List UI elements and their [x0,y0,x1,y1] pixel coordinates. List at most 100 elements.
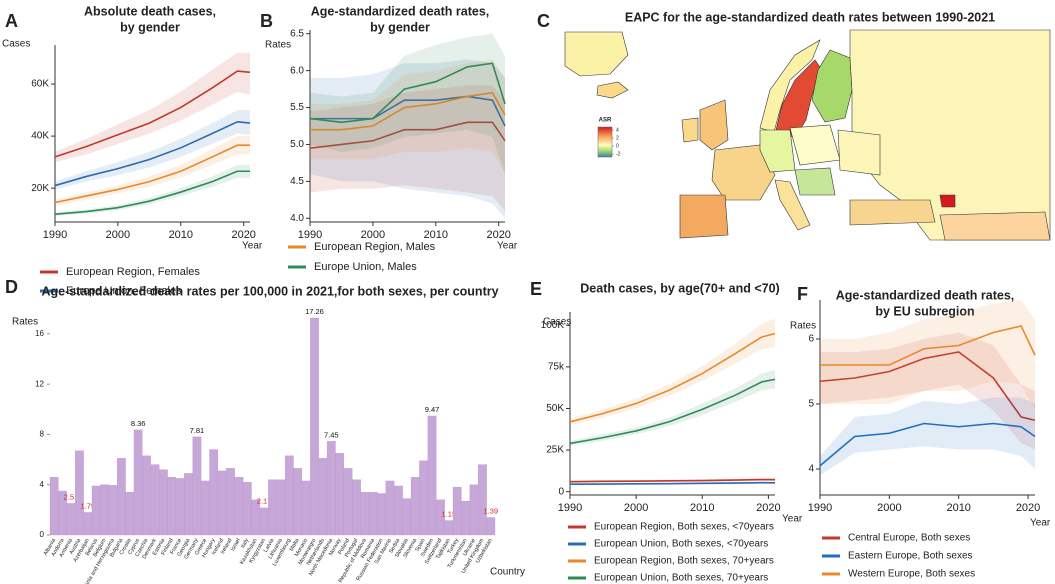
bar [436,499,445,536]
bar [478,464,487,536]
panel-letter: C [537,11,550,31]
bar [242,482,252,536]
uk [699,99,729,151]
series-line [309,62,506,124]
bar [49,477,59,536]
y-tick-label: 0 [40,530,45,539]
legend-label: European Union, Both sexes, 70+years [594,573,768,584]
bar [66,503,76,536]
series-line [569,481,776,485]
x-tick-label: 2000 [624,502,648,514]
y-tick-label: 4 [808,464,814,475]
norway [759,39,821,133]
bar [75,450,84,536]
value-label: 1.79 [80,501,95,510]
bar [150,464,160,536]
confidence-band [820,300,1035,411]
x-axis-label: Year [782,514,803,525]
series-line [54,170,250,215]
map: ASR [564,29,1051,241]
value-label: 9.47 [425,405,440,414]
series-line [54,70,251,158]
y-tick-label: 50K [546,403,564,414]
bar [167,477,177,536]
bar [352,479,361,536]
ukraine [837,129,881,176]
bar [301,480,311,536]
series-line [54,144,250,204]
x-tick-label: 1990 [43,229,67,241]
bar [326,441,336,536]
x-tick-label: 1990 [298,229,322,241]
chart-title: Age-standardized death rates per 100,000… [41,284,498,298]
bar [108,485,118,536]
bar [142,455,151,536]
y-tick-label: 16 [35,329,44,338]
series-line [820,325,1036,366]
y-tick-label: 0 [558,486,564,497]
bar [100,484,109,536]
y-tick-label: 4 [40,480,45,489]
legend-label: European Region, Females [66,266,200,278]
chart-title: Absolute death cases, [84,4,216,18]
x-tick-label: 1990 [808,502,832,514]
bar [318,458,328,536]
bar [234,477,244,536]
bar [419,460,428,536]
value-label: 17.26 [305,307,324,316]
y-tick-label: 8 [40,430,45,439]
y-tick-label: 5.0 [290,139,304,150]
panel-letter: E [530,279,542,299]
bar [335,453,345,536]
bar [200,480,210,536]
value-label: 7.45 [324,430,339,439]
value-label: 8.36 [131,419,146,428]
confidence-band [55,110,250,190]
chart-title: Death cases, by age(70+ and <70) [580,281,779,295]
bar [192,436,202,536]
x-tick-label: 2010 [946,502,970,514]
panel-letter: B [260,11,273,31]
armenia [939,194,956,208]
bar [343,468,353,536]
confidence-band [310,59,505,174]
colorbar-title: ASR [599,118,612,124]
value-label: 2.51 [64,492,79,501]
bar [91,485,101,536]
x-tick-label: 1990 [558,502,582,514]
x-axis-label: Year [242,241,263,252]
middle-east [939,211,1051,241]
bar [184,473,193,536]
chart-title: Age-standardized death rates, [836,288,1015,302]
bar [133,429,143,536]
y-tick-label: 4.5 [290,176,304,187]
y-tick-label: 12 [35,379,44,388]
x-tick-label: 2000 [877,502,901,514]
colorbar [597,126,613,158]
bar [444,520,454,536]
finland [811,49,853,123]
x-tick-label: 2020 [756,502,780,514]
y-tick-label: 75k [548,362,565,373]
bar [310,317,319,536]
x-axis-label: Year [497,241,518,252]
balkans [794,167,836,196]
bar [117,458,126,536]
series-line [819,422,1036,467]
y-tick-label: 100K [541,320,565,331]
series-line [569,332,776,423]
series-line [569,378,776,445]
legend-label: Europe Union, Males [314,261,417,273]
bar [410,477,420,536]
colorbar-tick-label: 4 [616,127,619,133]
bar [486,517,496,536]
bar [259,507,269,536]
bar [368,492,378,536]
italy [774,179,811,231]
confidence-band [55,164,250,217]
bar [209,449,219,536]
x-tick-label: Italy [240,538,250,550]
y-tick-label: 60K [31,79,49,90]
value-label: 1.39 [483,507,498,516]
